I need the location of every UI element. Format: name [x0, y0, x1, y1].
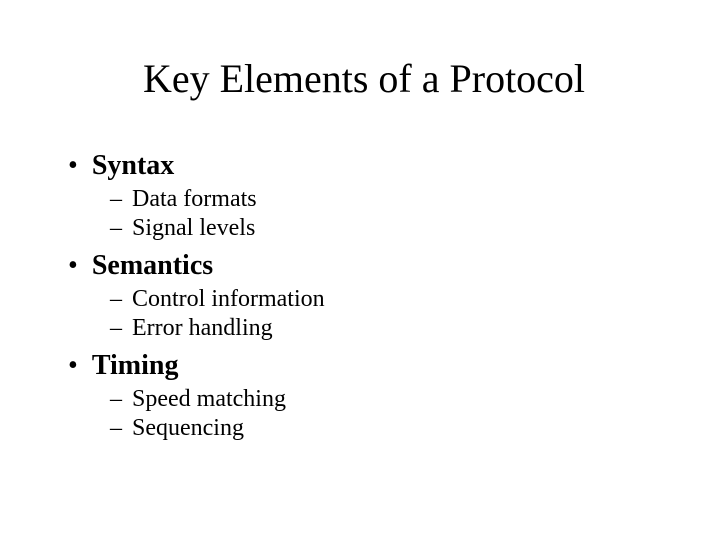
sub-item-label: Control information: [132, 286, 325, 313]
bullet-marker: •: [68, 352, 78, 380]
bullet-level2: – Signal levels: [110, 215, 680, 242]
dash-marker: –: [110, 315, 122, 342]
bullet-level1: • Syntax: [68, 150, 680, 182]
bullet-level2: – Sequencing: [110, 415, 680, 442]
dash-marker: –: [110, 386, 122, 413]
bullet-marker: •: [68, 152, 78, 180]
section-heading: Semantics: [92, 250, 213, 282]
bullet-level1: • Timing: [68, 350, 680, 382]
bullet-level2: – Control information: [110, 286, 680, 313]
bullet-level1: • Semantics: [68, 250, 680, 282]
bullet-level2: – Data formats: [110, 186, 680, 213]
sub-item-label: Speed matching: [132, 386, 286, 413]
sub-item-label: Sequencing: [132, 415, 244, 442]
dash-marker: –: [110, 415, 122, 442]
sub-item-label: Data formats: [132, 186, 257, 213]
dash-marker: –: [110, 215, 122, 242]
slide-title: Key Elements of a Protocol: [48, 55, 680, 102]
slide-container: Key Elements of a Protocol • Syntax – Da…: [0, 0, 720, 540]
sub-bullet-group: – Control information – Error handling: [68, 286, 680, 342]
bullet-level2: – Speed matching: [110, 386, 680, 413]
bullet-marker: •: [68, 252, 78, 280]
slide-content: • Syntax – Data formats – Signal levels …: [68, 150, 680, 442]
dash-marker: –: [110, 186, 122, 213]
sub-item-label: Error handling: [132, 315, 273, 342]
dash-marker: –: [110, 286, 122, 313]
section-heading: Syntax: [92, 150, 174, 182]
section-heading: Timing: [92, 350, 179, 382]
sub-bullet-group: – Data formats – Signal levels: [68, 186, 680, 242]
sub-item-label: Signal levels: [132, 215, 255, 242]
bullet-level2: – Error handling: [110, 315, 680, 342]
sub-bullet-group: – Speed matching – Sequencing: [68, 386, 680, 442]
